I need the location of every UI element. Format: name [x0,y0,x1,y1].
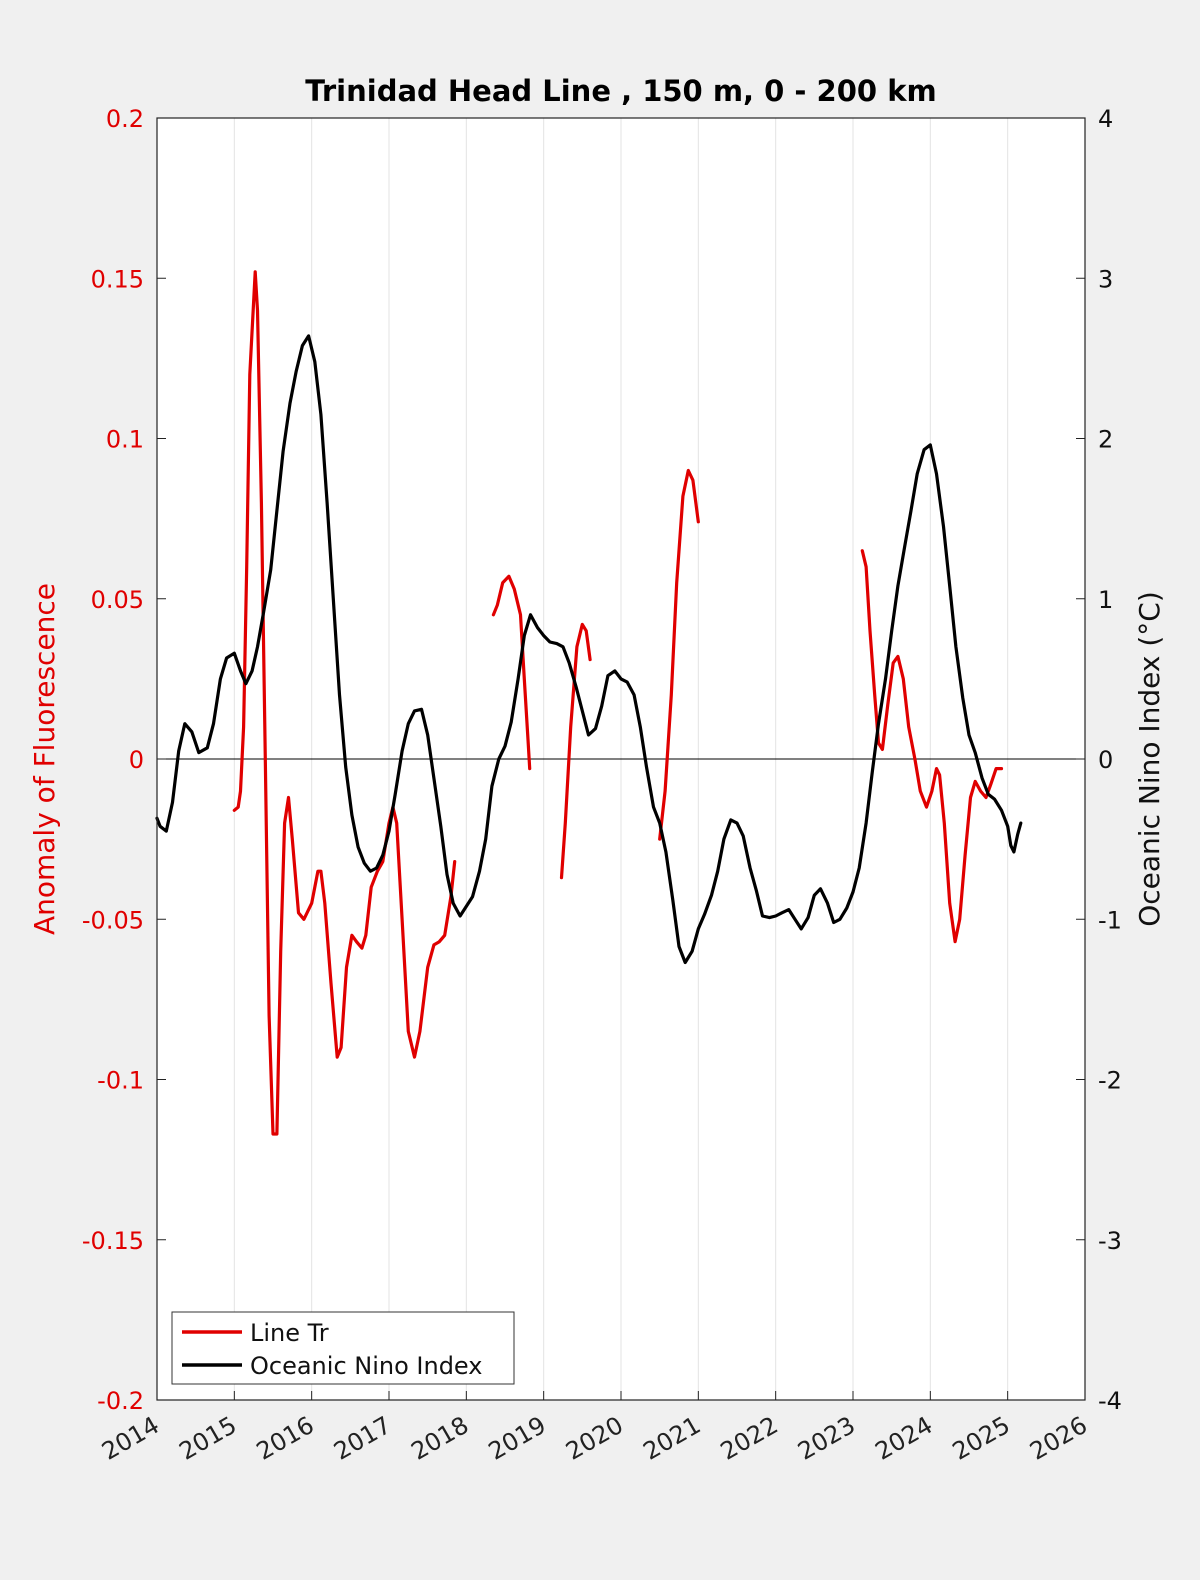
legend: Line Tr Oceanic Nino Index [171,1311,515,1385]
y-right-tick-label: 3 [1098,265,1113,293]
legend-label-oni: Oceanic Nino Index [250,1352,482,1380]
y-left-tick-label: -0.15 [82,1227,144,1255]
series-line-tr-segment-0 [232,270,457,1136]
y-left-tick-label: 0.2 [106,105,144,133]
series-line-tr-segment-3 [658,468,700,841]
y-left-tick-label: -0.1 [97,1067,144,1095]
y-right-tick-label: 4 [1098,105,1113,133]
y-right-tick-label: -3 [1098,1227,1122,1255]
series-line-tr-segment-4 [860,549,1004,944]
y-axis-left-label: Anomaly of Fluorescence [28,583,61,935]
series-oceanic-nino-index-segment-0 [155,334,1023,965]
y-left-tick-label: 0 [129,746,144,774]
y-left-tick-label: 0.15 [91,265,144,293]
y-right-tick-label: 2 [1098,426,1113,454]
y-right-tick-label: -4 [1098,1387,1122,1415]
series-line-tr-segment-1 [491,574,532,771]
y-left-tick-label: 0.1 [106,426,144,454]
y-right-tick-label: 0 [1098,746,1113,774]
legend-box [171,1311,515,1385]
y-left-tick-label: -0.05 [82,906,144,934]
y-right-tick-label: -1 [1098,906,1122,934]
series-line-tr-segment-2 [559,622,592,880]
legend-label-line-tr: Line Tr [250,1319,329,1347]
y-axis-right-label: Oceanic Nino Index (°C) [1133,591,1166,927]
y-left-tick-label: 0.05 [91,586,144,614]
y-right-tick-label: 1 [1098,586,1113,614]
y-right-tick-label: -2 [1098,1067,1122,1095]
series-layer [155,270,1023,1136]
y-left-tick-label: -0.2 [97,1387,144,1415]
chart-title: Trinidad Head Line , 150 m, 0 - 200 km [305,74,936,108]
